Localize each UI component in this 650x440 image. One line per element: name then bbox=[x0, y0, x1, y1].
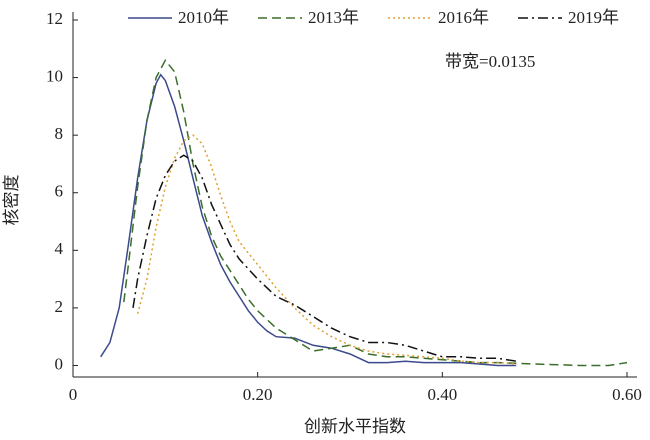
y-tick-label: 12 bbox=[46, 9, 63, 28]
x-tick-label: 0.20 bbox=[243, 385, 273, 404]
y-tick-label: 6 bbox=[55, 182, 64, 201]
line-series bbox=[100, 73, 517, 367]
y-tick-label: 10 bbox=[46, 66, 63, 85]
legend-label: 2016年 bbox=[438, 8, 489, 27]
x-axis-label: 创新水平指数 bbox=[304, 417, 406, 436]
legend-label: 2019年 bbox=[568, 8, 619, 27]
line-series bbox=[132, 154, 517, 362]
legend-label: 2013年 bbox=[308, 8, 359, 27]
y-tick-label: 8 bbox=[55, 124, 64, 143]
legend-label: 2010年 bbox=[178, 8, 229, 27]
x-tick-label: 0.40 bbox=[427, 385, 457, 404]
line-series bbox=[136, 134, 517, 365]
y-tick-label: 2 bbox=[55, 297, 64, 316]
y-tick-label: 4 bbox=[55, 239, 64, 258]
y-tick-label: 0 bbox=[55, 354, 64, 373]
annotation: 带宽=0.0135 bbox=[445, 52, 535, 71]
x-tick-label: 0.60 bbox=[612, 385, 642, 404]
line-series bbox=[123, 58, 628, 367]
x-tick-label: 0 bbox=[69, 385, 78, 404]
y-axis-label: 核密度 bbox=[2, 175, 21, 226]
